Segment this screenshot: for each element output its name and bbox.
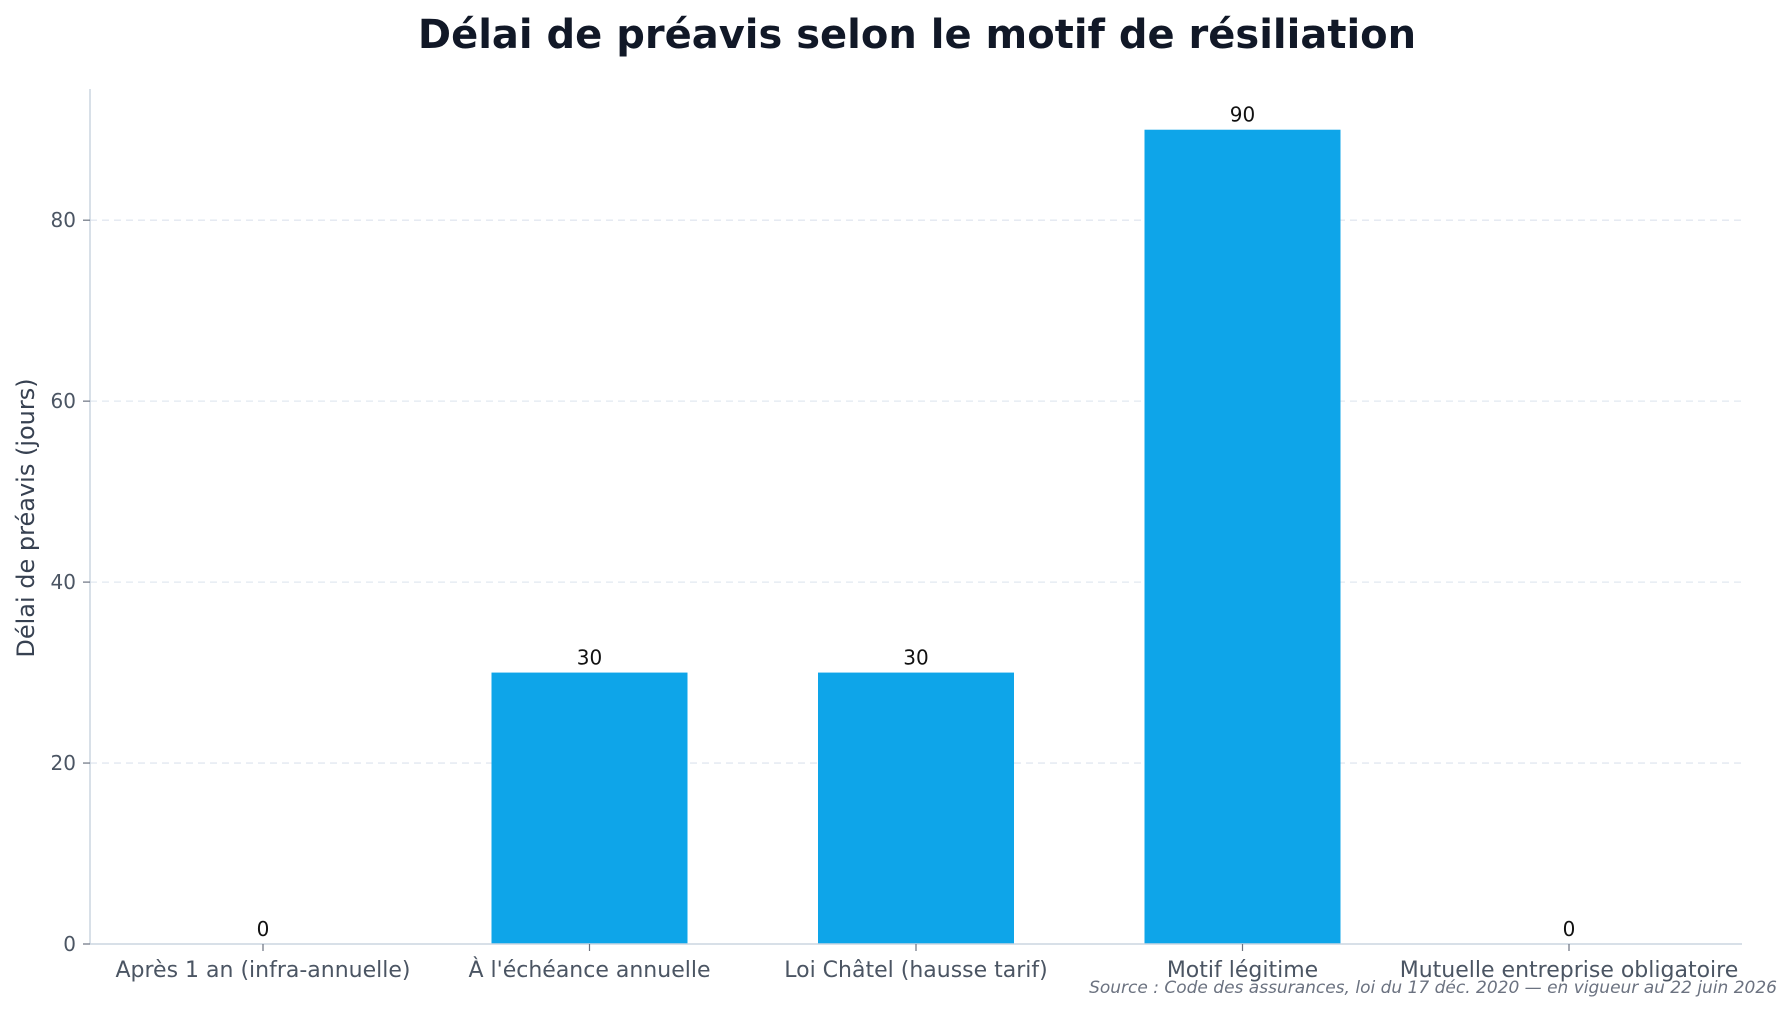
chart-title: Délai de préavis selon le motif de résil…	[418, 12, 1416, 58]
y-ticks: 0 20 40 60 80	[51, 208, 90, 956]
y-tick-label: 60	[51, 389, 76, 413]
x-tick-label: Après 1 an (infra-annuelle)	[115, 958, 410, 983]
x-tick-label: Mutuelle entreprise obligatoire	[1400, 958, 1739, 983]
source-note: Source : Code des assurances, loi du 17 …	[1089, 978, 1777, 998]
y-tick-label: 20	[51, 751, 76, 775]
y-tick-label: 0	[63, 932, 76, 956]
bar	[818, 672, 1014, 944]
x-ticks: Après 1 an (infra-annuelle) À l'échéance …	[115, 944, 1738, 983]
x-tick-label: À l'échéance annuelle	[469, 957, 711, 983]
x-tick-label: Loi Châtel (hausse tarif)	[784, 958, 1047, 983]
data-label: 30	[577, 646, 602, 670]
data-label: 0	[257, 917, 270, 941]
y-tick-label: 80	[51, 208, 76, 232]
y-axis-label: Délai de préavis (jours)	[12, 378, 40, 657]
data-label: 0	[1563, 917, 1576, 941]
y-tick-label: 40	[51, 570, 76, 594]
data-label: 30	[903, 646, 928, 670]
bar	[1144, 129, 1341, 944]
bar	[491, 672, 688, 944]
bars	[491, 129, 1341, 944]
data-label: 90	[1230, 103, 1255, 127]
data-labels: 0 30 30 90 0	[257, 103, 1576, 941]
x-tick-label: Motif légitime	[1167, 958, 1318, 983]
